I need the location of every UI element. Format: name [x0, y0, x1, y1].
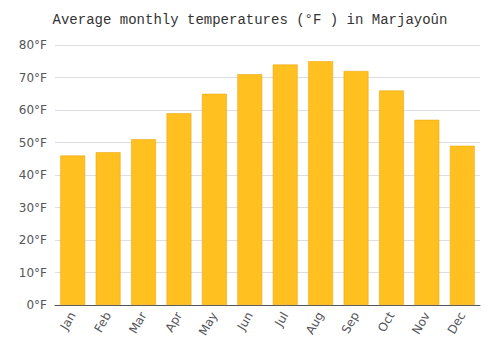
svg-text:Jun: Jun [234, 309, 256, 333]
svg-text:Jan: Jan [57, 309, 79, 333]
svg-text:40°F: 40°F [19, 168, 47, 182]
svg-text:Jul: Jul [271, 309, 291, 329]
svg-text:50°F: 50°F [19, 136, 47, 150]
svg-text:Oct: Oct [375, 309, 398, 334]
svg-text:80°F: 80°F [19, 38, 47, 52]
svg-text:Nov: Nov [409, 309, 433, 336]
svg-text:Dec: Dec [445, 309, 469, 336]
svg-text:60°F: 60°F [19, 103, 47, 117]
svg-text:20°F: 20°F [19, 233, 47, 247]
svg-text:Apr: Apr [163, 309, 186, 334]
svg-text:0°F: 0°F [26, 298, 47, 312]
svg-text:Sep: Sep [339, 309, 362, 336]
svg-text:70°F: 70°F [19, 71, 47, 85]
svg-text:Average monthly temperatures (: Average monthly temperatures (°F ) in Ma… [53, 12, 448, 28]
svg-text:30°F: 30°F [19, 201, 47, 215]
svg-text:May: May [196, 309, 221, 337]
svg-text:10°F: 10°F [19, 266, 47, 280]
svg-text:Feb: Feb [91, 309, 114, 334]
svg-text:Aug: Aug [303, 309, 327, 336]
svg-text:Mar: Mar [126, 309, 149, 336]
